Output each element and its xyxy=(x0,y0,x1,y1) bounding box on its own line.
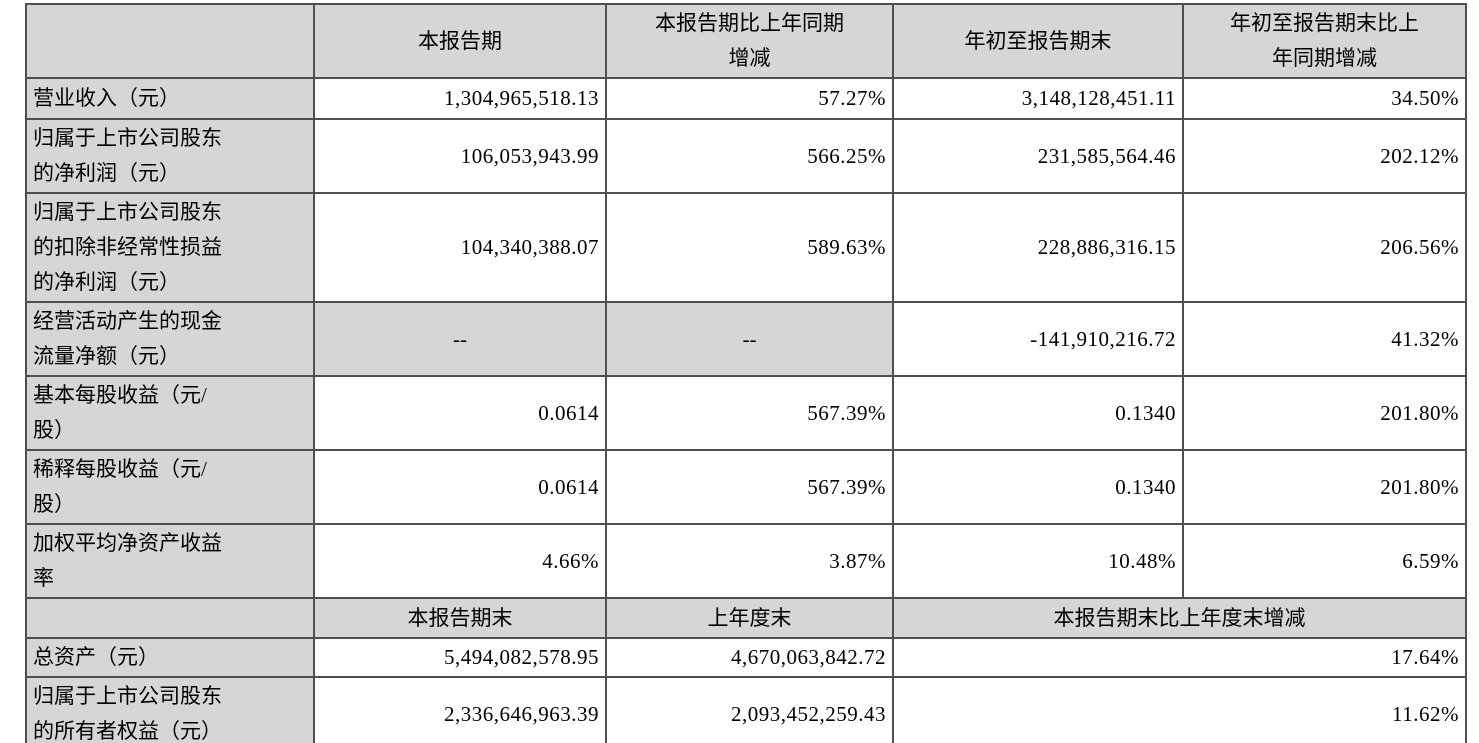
cell-value: 10.48% xyxy=(892,523,1184,599)
table-row: 归属于上市公司股东 的所有者权益（元） 2,336,646,963.39 2,0… xyxy=(25,676,1467,743)
cell-value: 104,340,388.07 xyxy=(313,192,607,303)
row-label-basic-eps: 基本每股收益（元/ 股） xyxy=(25,375,315,451)
cell-value: 0.0614 xyxy=(313,449,607,525)
row-label-diluted-eps: 稀释每股收益（元/ 股） xyxy=(25,449,315,525)
table-row: 加权平均净资产收益 率 4.66% 3.87% 10.48% 6.59% xyxy=(25,523,1467,599)
row-label-total-assets: 总资产（元） xyxy=(25,637,315,678)
cell-value: 567.39% xyxy=(605,449,894,525)
cell-value: 589.63% xyxy=(605,192,894,303)
table-row: 归属于上市公司股东 的扣除非经常性损益 的净利润（元） 104,340,388.… xyxy=(25,192,1467,303)
cell-value: 3,148,128,451.11 xyxy=(892,77,1184,120)
cell-value: 17.64% xyxy=(892,637,1467,678)
cell-value: 1,304,965,518.13 xyxy=(313,77,607,120)
cell-value: -141,910,216.72 xyxy=(892,301,1184,377)
row-label-operating-cash-flow: 经营活动产生的现金 流量净额（元） xyxy=(25,301,315,377)
row-label-net-profit: 归属于上市公司股东 的净利润（元） xyxy=(25,118,315,194)
cell-value: 5,494,082,578.95 xyxy=(313,637,607,678)
financial-summary-table: 本报告期 本报告期比上年同期 增减 年初至报告期末 年初至报告期末比上 年同期增… xyxy=(25,3,1467,743)
cell-value: 3.87% xyxy=(605,523,894,599)
header-period-end: 本报告期末 xyxy=(313,597,607,639)
table-row: 基本每股收益（元/ 股） 0.0614 567.39% 0.1340 201.8… xyxy=(25,375,1467,451)
table-row: 营业收入（元） 1,304,965,518.13 57.27% 3,148,12… xyxy=(25,77,1467,120)
header-period-end-vs-prev-year-end: 本报告期末比上年度末增减 xyxy=(892,597,1467,639)
row-label-operating-revenue: 营业收入（元） xyxy=(25,77,315,120)
cell-value: 2,336,646,963.39 xyxy=(313,676,607,743)
table-row: 经营活动产生的现金 流量净额（元） -- -- -141,910,216.72 … xyxy=(25,301,1467,377)
row-label-net-profit-excl-nonrecurring: 归属于上市公司股东 的扣除非经常性损益 的净利润（元） xyxy=(25,192,315,303)
header-current-period: 本报告期 xyxy=(313,3,607,79)
header-blank-cell xyxy=(25,597,315,639)
cell-value: 0.1340 xyxy=(892,375,1184,451)
table-header-row-period: 本报告期 本报告期比上年同期 增减 年初至报告期末 年初至报告期末比上 年同期增… xyxy=(25,3,1467,79)
cell-value: -- xyxy=(605,301,894,377)
header-current-period-yoy: 本报告期比上年同期 增减 xyxy=(605,3,894,79)
row-label-owners-equity: 归属于上市公司股东 的所有者权益（元） xyxy=(25,676,315,743)
cell-value: 567.39% xyxy=(605,375,894,451)
cell-value: 0.0614 xyxy=(313,375,607,451)
cell-value: 201.80% xyxy=(1182,449,1467,525)
header-prev-year-end: 上年度末 xyxy=(605,597,894,639)
cell-value: 228,886,316.15 xyxy=(892,192,1184,303)
header-blank-cell xyxy=(25,3,315,79)
cell-value: 231,585,564.46 xyxy=(892,118,1184,194)
cell-value: 206.56% xyxy=(1182,192,1467,303)
cell-value: 201.80% xyxy=(1182,375,1467,451)
cell-value: 4,670,063,842.72 xyxy=(605,637,894,678)
row-label-weighted-avg-roe: 加权平均净资产收益 率 xyxy=(25,523,315,599)
cell-value: 106,053,943.99 xyxy=(313,118,607,194)
cell-value: 11.62% xyxy=(892,676,1467,743)
table-row: 总资产（元） 5,494,082,578.95 4,670,063,842.72… xyxy=(25,637,1467,678)
cell-value: -- xyxy=(313,301,607,377)
cell-value: 34.50% xyxy=(1182,77,1467,120)
table-header-row-period-end: 本报告期末 上年度末 本报告期末比上年度末增减 xyxy=(25,597,1467,639)
header-year-to-date-yoy: 年初至报告期末比上 年同期增减 xyxy=(1182,3,1467,79)
cell-value: 202.12% xyxy=(1182,118,1467,194)
cell-value: 0.1340 xyxy=(892,449,1184,525)
cell-value: 4.66% xyxy=(313,523,607,599)
table-row: 稀释每股收益（元/ 股） 0.0614 567.39% 0.1340 201.8… xyxy=(25,449,1467,525)
cell-value: 566.25% xyxy=(605,118,894,194)
cell-value: 6.59% xyxy=(1182,523,1467,599)
table-row: 归属于上市公司股东 的净利润（元） 106,053,943.99 566.25%… xyxy=(25,118,1467,194)
cell-value: 41.32% xyxy=(1182,301,1467,377)
cell-value: 57.27% xyxy=(605,77,894,120)
cell-value: 2,093,452,259.43 xyxy=(605,676,894,743)
header-year-to-date: 年初至报告期末 xyxy=(892,3,1184,79)
